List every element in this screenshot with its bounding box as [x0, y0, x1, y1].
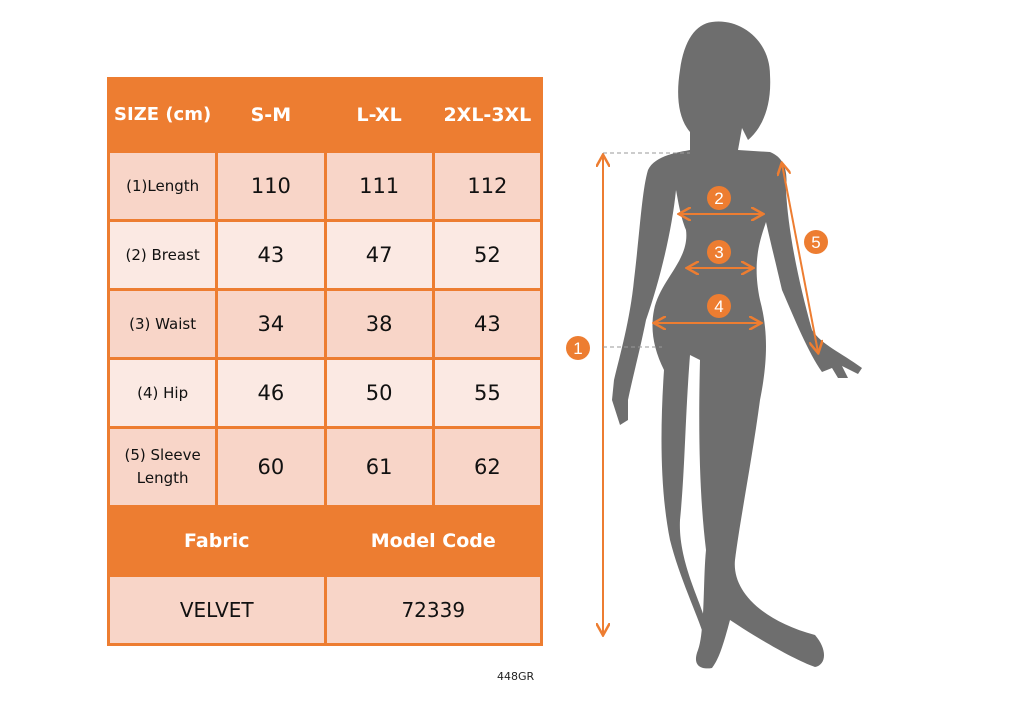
- marker-4: 4: [707, 294, 731, 318]
- row-label: (5) Sleeve Length: [106, 426, 219, 508]
- row-label: (4) Hip: [106, 357, 219, 429]
- cell: 110: [215, 150, 327, 222]
- header-l-xl: L-XL: [323, 77, 435, 153]
- table-row: (4) Hip 46 50 55: [106, 357, 544, 429]
- header-s-m: S-M: [215, 77, 327, 153]
- header-size: SIZE (cm): [106, 77, 219, 153]
- table-row: (3) Waist 34 38 43: [106, 288, 544, 360]
- table-header-row: SIZE (cm) S-M L-XL 2XL-3XL: [106, 77, 544, 153]
- reference-lines: [603, 152, 690, 348]
- cell: 47: [323, 219, 435, 291]
- cell: 38: [323, 288, 435, 360]
- svg-text:4: 4: [714, 297, 723, 316]
- cell: 34: [215, 288, 327, 360]
- footer-header-row: Fabric Model Code: [107, 505, 543, 577]
- sleeve-arrow: [782, 164, 818, 352]
- cell: 111: [323, 150, 435, 222]
- svg-text:5: 5: [811, 233, 820, 252]
- cell: 112: [431, 150, 544, 222]
- marker-2: 2: [707, 186, 731, 210]
- svg-text:3: 3: [714, 243, 723, 262]
- cell: 62: [431, 426, 544, 508]
- cell: 61: [323, 426, 435, 508]
- size-table: SIZE (cm) S-M L-XL 2XL-3XL (1)Length 110…: [106, 77, 544, 646]
- cell: 55: [431, 357, 544, 429]
- footer-value-row: VELVET 72339: [107, 574, 543, 646]
- model-code-header: Model Code: [323, 505, 543, 577]
- header-2xl-3xl: 2XL-3XL: [431, 77, 544, 153]
- fabric-value: VELVET: [107, 574, 327, 646]
- row-label: (2) Breast: [106, 219, 219, 291]
- fabric-header: Fabric: [107, 505, 327, 577]
- cell: 46: [215, 357, 327, 429]
- product-code: 448GR: [497, 670, 535, 683]
- measurement-markers: 1 2 3 4 5: [566, 186, 828, 360]
- marker-3: 3: [707, 240, 731, 264]
- row-label: (3) Waist: [106, 288, 219, 360]
- model-code-value: 72339: [323, 574, 543, 646]
- woman-silhouette: [612, 21, 862, 669]
- svg-text:2: 2: [714, 189, 723, 208]
- marker-5: 5: [804, 230, 828, 254]
- measurement-guides: [603, 156, 818, 634]
- marker-1: 1: [566, 336, 590, 360]
- cell: 52: [431, 219, 544, 291]
- svg-text:1: 1: [573, 339, 582, 358]
- cell: 60: [215, 426, 327, 508]
- cell: 43: [431, 288, 544, 360]
- table-row: (2) Breast 43 47 52: [106, 219, 544, 291]
- table-row: (1)Length 110 111 112: [106, 150, 544, 222]
- row-label: (1)Length: [106, 150, 219, 222]
- cell: 50: [323, 357, 435, 429]
- table-row: (5) Sleeve Length 60 61 62: [106, 426, 544, 508]
- cell: 43: [215, 219, 327, 291]
